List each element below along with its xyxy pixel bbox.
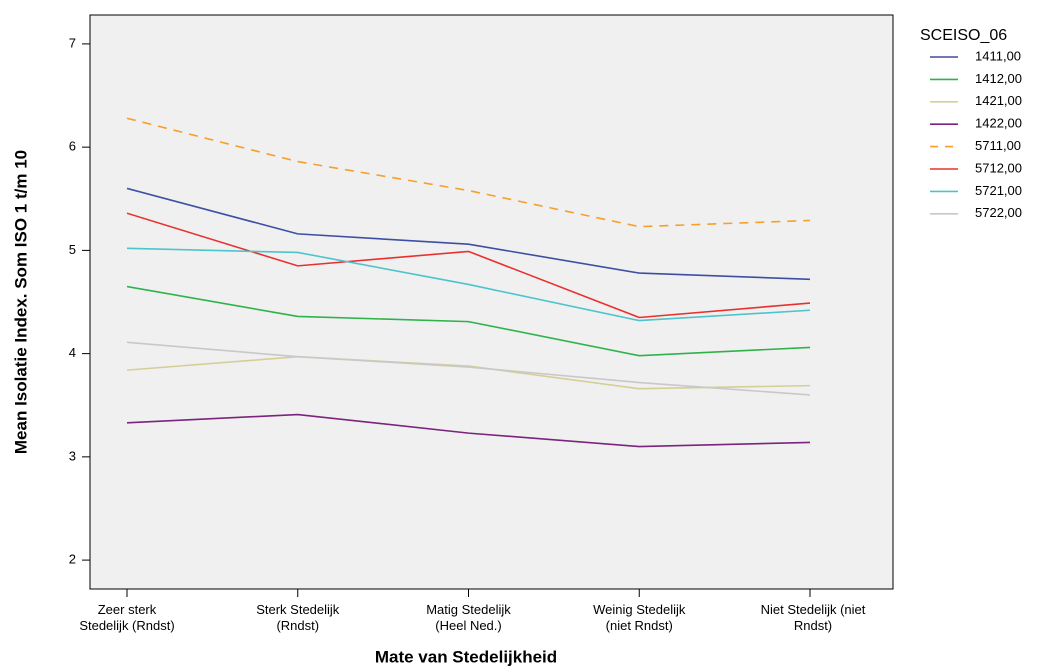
y-tick-label: 5 [69, 242, 76, 257]
legend-label: 5712,00 [975, 160, 1022, 175]
legend-label: 1412,00 [975, 71, 1022, 86]
legend-label: 5721,00 [975, 183, 1022, 198]
series-line [126, 285, 811, 357]
y-tick-label: 2 [69, 552, 76, 567]
series-line [126, 355, 811, 390]
legend-label: 1421,00 [975, 93, 1022, 108]
x-tick-label: Weinig Stedelijk (niet Rndst) [593, 602, 686, 633]
series-line [126, 247, 811, 322]
x-tick-label: Matig Stedelijk (Heel Ned.) [426, 602, 511, 633]
y-tick-label: 6 [69, 139, 76, 154]
y-tick-label: 7 [69, 35, 76, 50]
series-line [126, 117, 811, 228]
legend-label: 5722,00 [975, 205, 1022, 220]
legend-label: 5711,00 [975, 138, 1021, 153]
series-line [126, 187, 811, 281]
series-line [126, 212, 811, 319]
y-tick-label: 3 [69, 448, 76, 463]
series-line [126, 413, 811, 448]
y-tick-label: 4 [69, 345, 76, 360]
plot-area [89, 14, 894, 590]
x-axis-title: Mate van Stedelijkheid [375, 647, 557, 666]
series-line [126, 341, 811, 396]
y-axis-title: Mean Isolatie Index. Som ISO 1 t/m 10 [11, 150, 30, 454]
legend-label: 1411,00 [975, 48, 1021, 63]
x-tick-label: Sterk Stedelijk (Rndst) [256, 602, 340, 633]
legend-label: 1422,00 [975, 116, 1022, 131]
x-tick-label: Zeer sterk Stedelijk (Rndst) [79, 602, 175, 633]
legend-title: SCEISO_06 [920, 27, 1007, 44]
x-tick-label: Niet Stedelijk (niet Rndst) [760, 602, 866, 633]
